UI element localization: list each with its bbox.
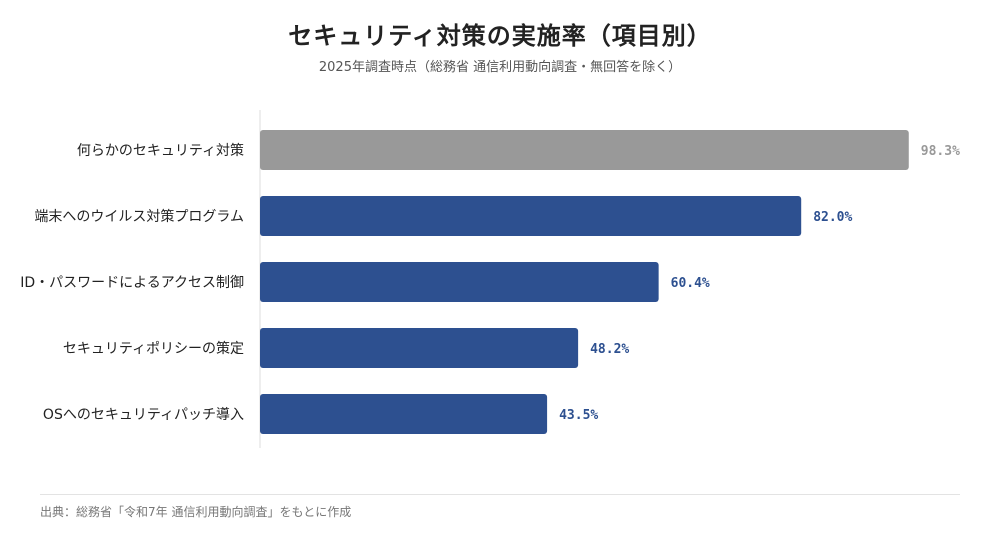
chart-subtitle: 2025年調査時点（総務省 通信利用動向調査・無回答を除く） bbox=[318, 60, 682, 75]
chart-title: セキュリティ対策の実施率（項目別） bbox=[288, 22, 712, 50]
bar bbox=[260, 196, 802, 236]
category-label: 何らかのセキュリティ対策 bbox=[77, 142, 244, 159]
value-label: 43.5% bbox=[559, 408, 598, 423]
source-note: 出典：総務省「令和7年 通信利用動向調査」をもとに作成 bbox=[40, 505, 352, 519]
value-label: 98.3% bbox=[921, 144, 960, 159]
bar bbox=[260, 130, 909, 170]
bar bbox=[260, 328, 579, 368]
category-label: OSへのセキュリティパッチ導入 bbox=[43, 407, 244, 423]
bar bbox=[260, 394, 548, 434]
footer-divider bbox=[40, 494, 960, 495]
category-label: ID・パスワードによるアクセス制御 bbox=[20, 275, 244, 291]
value-label: 48.2% bbox=[590, 342, 629, 357]
bar-chart: 何らかのセキュリティ対策 98.3% 端末へのウイルス対策プログラム 82.0% ID・… bbox=[20, 110, 960, 448]
category-label: セキュリティポリシーの策定 bbox=[63, 340, 244, 357]
category-label: 端末へのウイルス対策プログラム bbox=[34, 208, 244, 225]
value-label: 82.0% bbox=[813, 210, 852, 225]
value-label: 60.4% bbox=[671, 276, 710, 291]
bar bbox=[260, 262, 659, 302]
